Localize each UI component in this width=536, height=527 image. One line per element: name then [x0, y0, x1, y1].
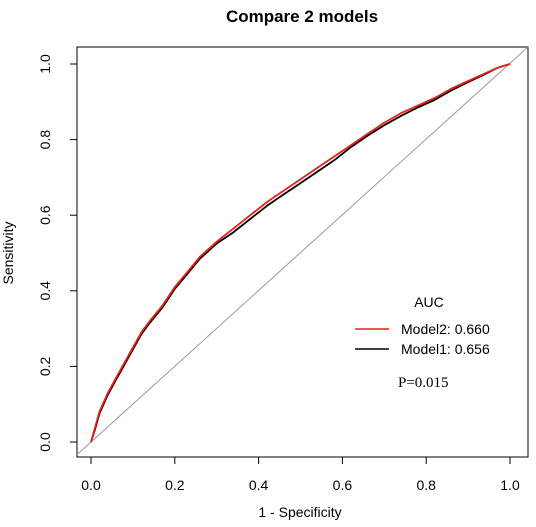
legend-label-model2: Model2: 0.660 [401, 321, 490, 337]
x-tick-label: 0.8 [416, 477, 436, 493]
series-line-model2 [90, 63, 511, 443]
y-tick-label: 0.0 [37, 432, 53, 452]
y-axis: 0.0 0.2 0.4 0.6 0.8 1.0 [37, 54, 78, 452]
y-tick-label: 0.6 [37, 205, 53, 225]
y-tick-label: 0.2 [37, 356, 53, 376]
x-tick-label: 0.0 [81, 477, 101, 493]
p-value-annotation: P=0.015 [398, 375, 449, 391]
x-tick-label: 0.6 [333, 477, 353, 493]
legend: AUC Model2: 0.660 Model1: 0.656 [355, 294, 490, 357]
x-tick-label: 0.2 [165, 477, 185, 493]
y-tick-label: 1.0 [37, 54, 53, 74]
series-group [90, 63, 511, 443]
chart-title: Compare 2 models [226, 7, 378, 26]
y-tick-label: 0.8 [37, 130, 53, 150]
y-tick-label: 0.4 [37, 281, 53, 301]
reference-diagonal-line [76, 46, 529, 456]
x-axis-label: 1 - Specificity [258, 504, 341, 520]
x-tick-label: 1.0 [500, 477, 520, 493]
x-axis: 0.0 0.2 0.4 0.6 0.8 1.0 [81, 456, 520, 493]
series-line-model1 [90, 63, 511, 443]
legend-label-model1: Model1: 0.656 [401, 341, 490, 357]
y-axis-label: Sensitivity [0, 221, 16, 284]
legend-title: AUC [414, 294, 444, 310]
x-tick-label: 0.4 [249, 477, 269, 493]
